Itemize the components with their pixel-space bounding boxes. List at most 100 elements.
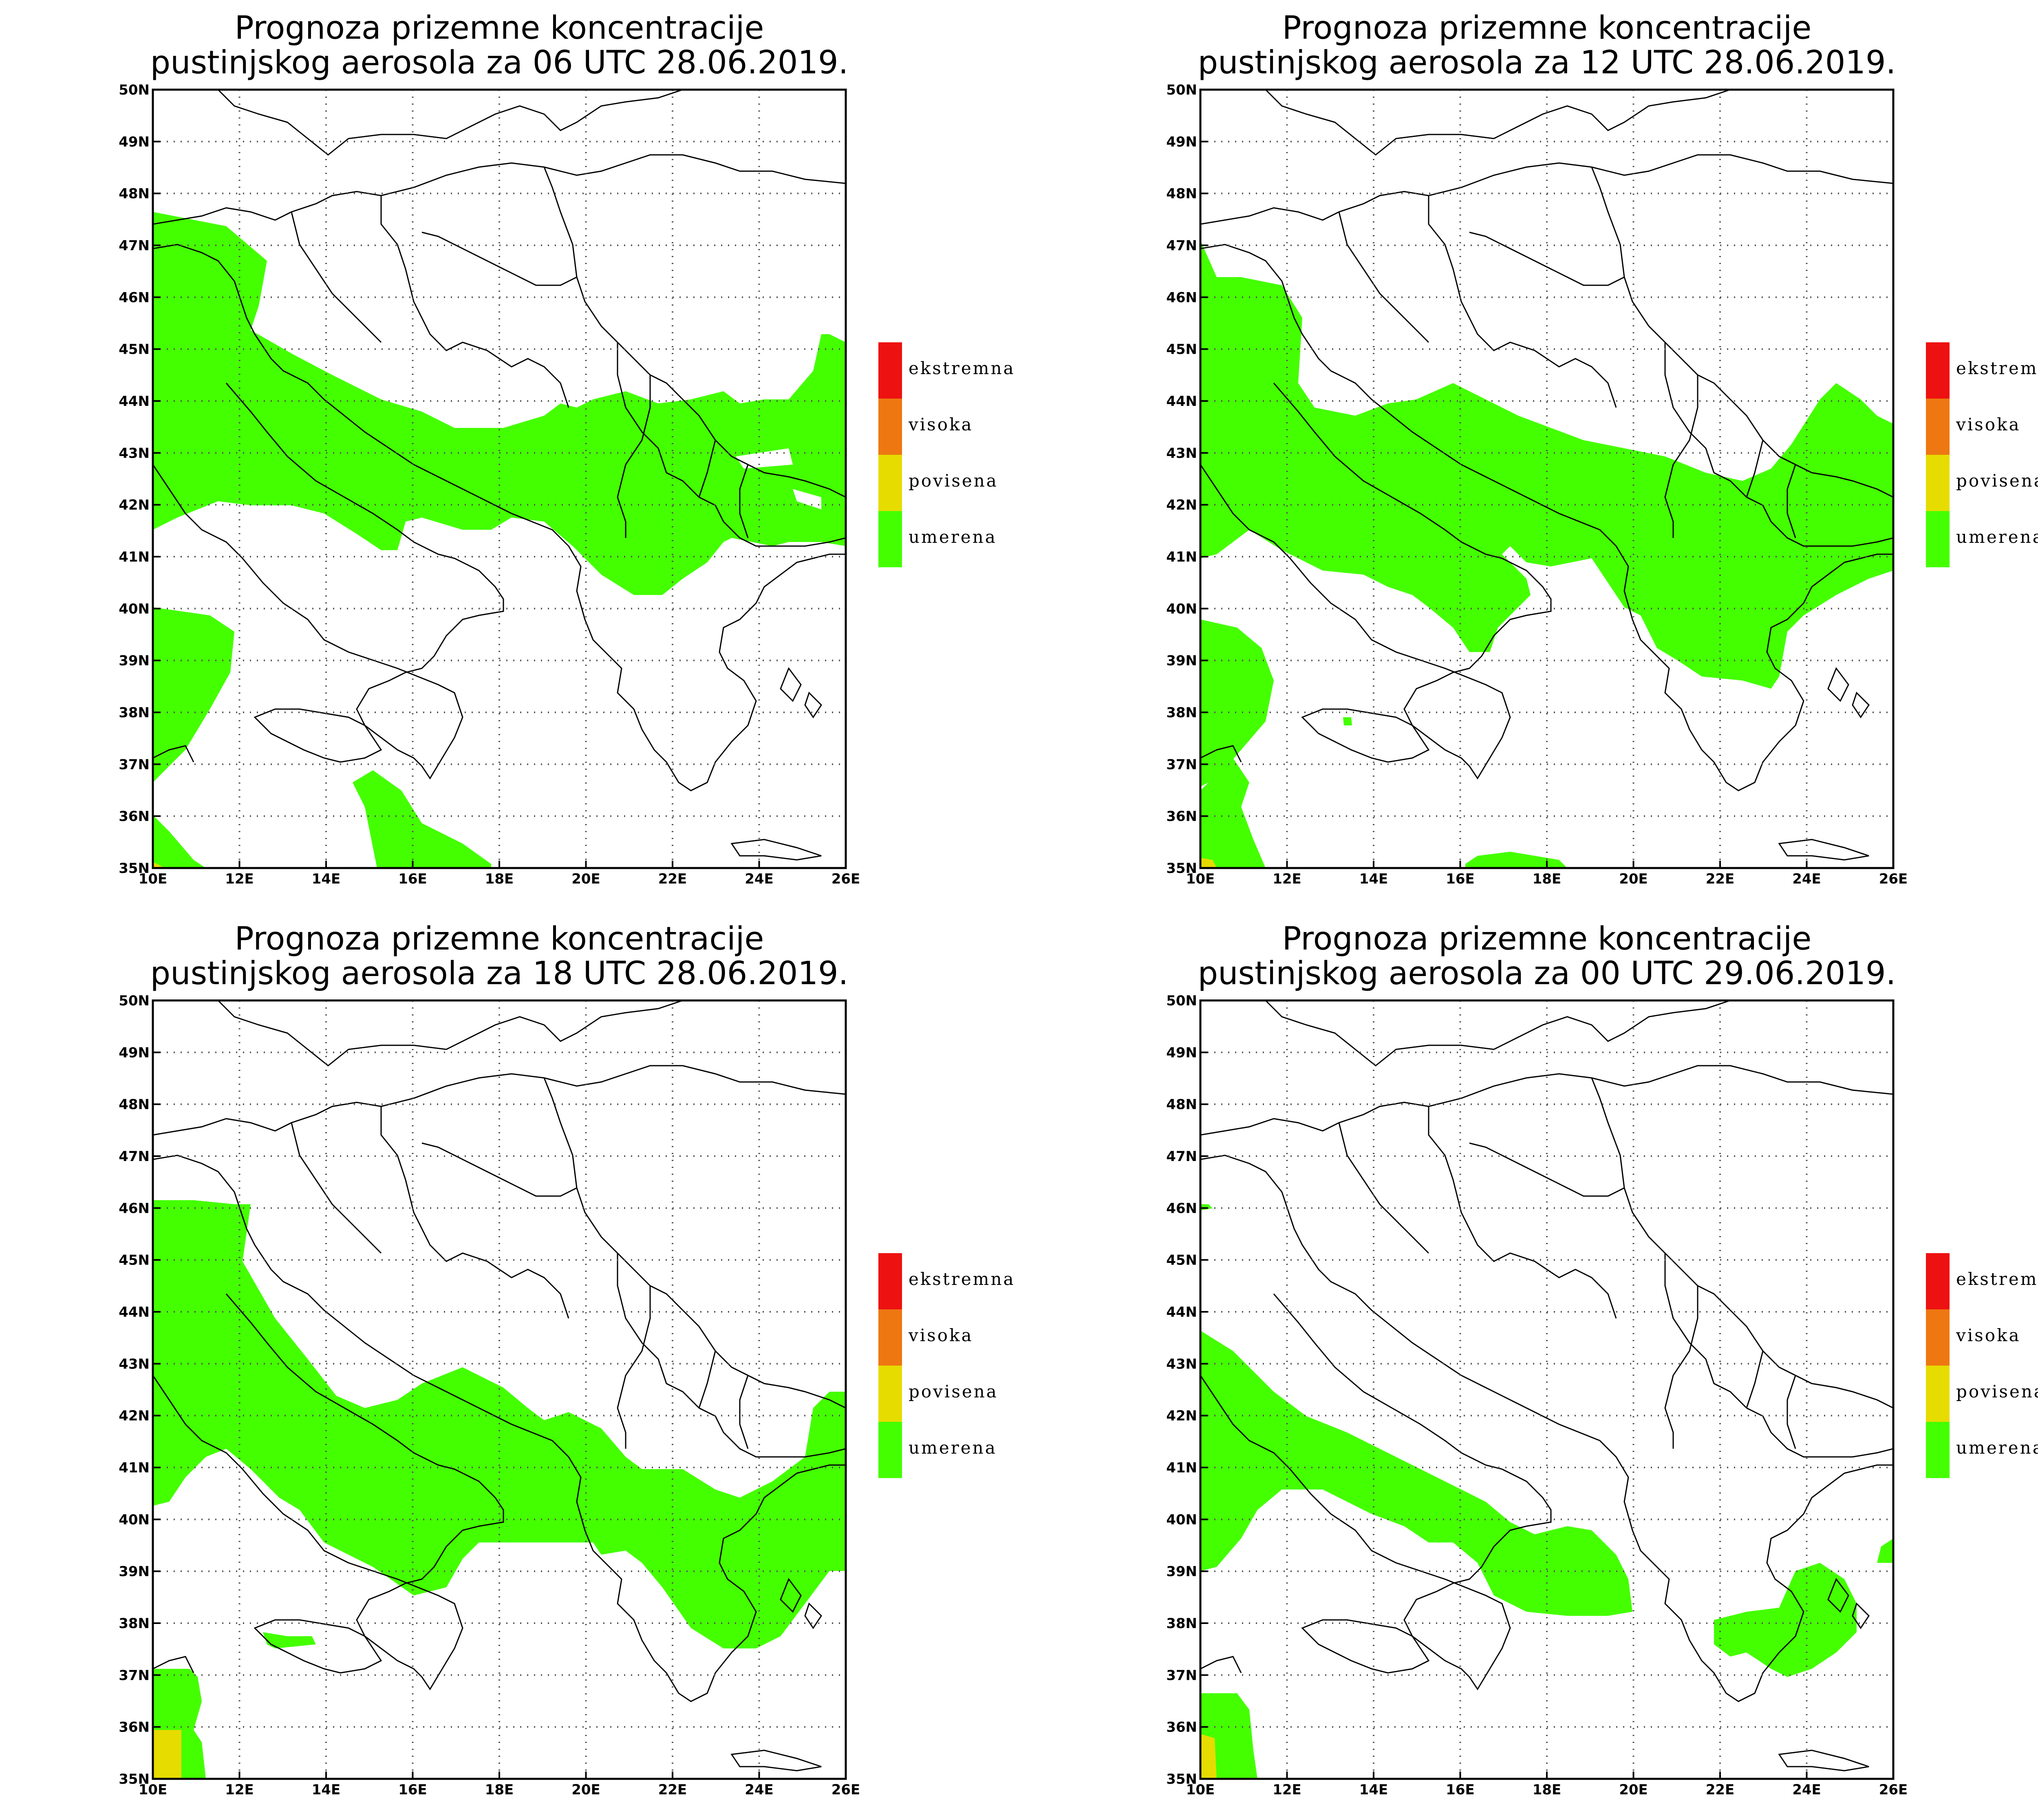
country-border [1338,1122,1429,1254]
panel-3: Prognoza prizemne koncentracije pustinjs… [119,921,1013,1798]
lat-tick-label: 47N [119,1148,150,1165]
legend-swatch [1926,455,1950,511]
dust-regions [153,1200,846,1779]
lat-tick-label: 50N [119,82,150,98]
lat-tick-label: 43N [119,445,150,461]
legend-label: ekstremna [1956,358,2038,378]
legend: ekstremna visoka povisena umerena [878,342,1014,567]
country-border [543,167,684,400]
lon-tick-label: 10E [1186,871,1215,887]
legend-swatch [878,1253,902,1309]
country-border [1428,1106,1617,1319]
lon-tick-label: 24E [1792,1782,1821,1798]
lat-tick-label: 35N [119,860,150,877]
lon-tick-label: 20E [1619,1782,1648,1798]
lat-tick-label: 40N [119,601,150,617]
legend-swatch [878,399,902,455]
coastline [153,745,194,762]
country-border [1664,375,1698,538]
map-frame [1200,90,1893,868]
country-border [682,1309,846,1409]
dust-region-sw [1200,758,1266,868]
coastline [153,1656,194,1673]
legend-label: umerena [1956,527,2038,547]
country-border [1787,464,1796,538]
country-border [217,1000,683,1066]
lat-tick-label: 35N [1166,1771,1197,1787]
coastline [1200,1656,1242,1673]
country-border [1664,1253,1747,1409]
lon-tick-label: 16E [1446,871,1475,887]
country-border [1265,1000,1731,1066]
lon-tick-label: 26E [832,871,860,887]
lon-tick-label: 18E [1533,1782,1562,1798]
coastline [730,1749,822,1772]
lon-tick-label: 20E [1619,871,1648,887]
legend-label: povisena [909,1382,998,1401]
panel-title-line1: Prognoza prizemne koncentracije [1282,921,1812,957]
country-border [1746,1407,1893,1458]
country-border [380,196,569,408]
coastline [1852,1602,1870,1629]
lon-tick-label: 16E [398,1782,427,1798]
country-border [1469,1142,1625,1197]
lat-tick-label: 45N [1166,342,1197,358]
coastline [1301,1619,1430,1674]
coastline [1778,1749,1869,1772]
lat-tick-label: 40N [119,1512,150,1528]
coastline [730,839,822,861]
coastlines [1200,244,1893,861]
lon-tick-label: 26E [832,1782,860,1798]
country-border [1746,1351,1764,1408]
lon-tick-label: 26E [1879,1782,1908,1798]
country-border [1664,342,1747,498]
lon-tick-label: 22E [658,1782,687,1798]
lon-tick-label: 12E [225,1782,254,1798]
country-border [153,1065,846,1136]
country-borders [1200,90,1893,547]
country-border [1591,167,1731,400]
lat-tick-label: 39N [1166,1564,1197,1580]
lat-tick-label: 47N [119,238,150,254]
coastlines [153,244,846,861]
country-border [617,1253,700,1409]
country-border [682,399,846,498]
lon-tick-label: 12E [225,871,254,887]
lat-tick-label: 49N [119,134,150,150]
panel-4: Prognoza prizemne koncentracije pustinjs… [1166,921,2038,1798]
lat-tick-label: 36N [1166,1719,1197,1736]
lat-tick-label: 50N [119,993,150,1009]
lat-tick-label: 40N [1166,1512,1197,1528]
panel-title-line2: pustinjskog aerosola za 12 UTC 28.06.201… [1198,44,1896,81]
dust-elevated-corner [153,1730,181,1779]
lat-tick-label: 39N [119,653,150,669]
country-border [1729,399,1893,498]
lat-tick-label: 42N [1166,1408,1197,1424]
lat-tick-label: 44N [1166,393,1197,410]
lat-tick-label: 36N [1166,809,1197,825]
panel-title-line2: pustinjskog aerosola za 06 UTC 28.06.201… [150,44,849,81]
country-border [217,90,683,156]
legend-swatch [1926,511,1950,567]
country-border [421,231,577,286]
legend-swatch [878,1366,902,1422]
country-border [1338,212,1429,343]
country-border [739,1375,749,1449]
legend-label: visoka [1956,1325,2021,1345]
country-border [1746,496,1893,547]
lat-tick-label: 45N [1166,1252,1197,1269]
dust-elevated-corner [153,862,165,868]
lat-tick-label: 41N [1166,1460,1197,1476]
lat-tick-label: 41N [1166,549,1197,565]
country-border [421,1142,577,1197]
country-border [617,375,651,538]
country-border [1200,154,1893,225]
lat-tick-label: 42N [119,1408,150,1424]
coastline [1200,745,1242,762]
panel-title-line1: Prognoza prizemne koncentracije [235,921,764,957]
legend-label: umerena [909,1438,997,1458]
lat-tick-label: 39N [1166,653,1197,669]
lat-tick-label: 46N [1166,1200,1197,1216]
axis-ticks: 10E 12E 14E 16E 18E 20E 22E 24E 26E 35N 36N 37N 38N 3… [119,993,860,1798]
coastline [1852,692,1870,718]
